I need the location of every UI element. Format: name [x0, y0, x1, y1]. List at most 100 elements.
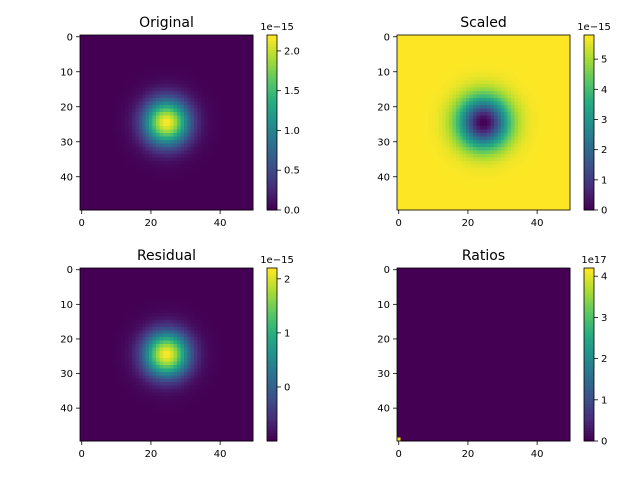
heatmap-cell [156, 161, 161, 166]
heatmap-cell [452, 52, 457, 57]
heatmap-cell [549, 84, 554, 89]
heatmap-cell [455, 38, 460, 43]
heatmap-cell [90, 73, 95, 78]
heatmap-cell [246, 84, 251, 89]
heatmap-cell [421, 143, 426, 148]
heatmap-cell [232, 94, 237, 99]
heatmap-cell [83, 63, 88, 68]
heatmap-cell [469, 94, 474, 99]
x-tick-label: 0 [79, 218, 85, 229]
heatmap-cell [448, 189, 453, 194]
heatmap-cell [114, 101, 119, 106]
heatmap-cell [80, 70, 85, 75]
heatmap-cell [459, 66, 464, 71]
heatmap-cell [417, 192, 422, 197]
heatmap-cell [249, 119, 254, 124]
heatmap-cell [166, 171, 171, 176]
heatmap-cell [486, 168, 492, 173]
heatmap-cell [531, 94, 536, 99]
heatmap-cell [466, 94, 471, 99]
heatmap-cell [163, 63, 168, 68]
heatmap-cell [504, 185, 509, 190]
heatmap-cell [149, 119, 154, 124]
heatmap-cell [452, 182, 457, 187]
heatmap-cell [97, 112, 102, 117]
heatmap-cell [128, 94, 133, 99]
heatmap-cell [556, 164, 561, 169]
heatmap-cell [169, 189, 175, 194]
heatmap-cell [514, 161, 519, 166]
heatmap-cell [135, 189, 140, 194]
heatmap-cell [507, 164, 512, 169]
heatmap-cell [452, 171, 457, 176]
heatmap-cell [528, 98, 533, 103]
heatmap-cell [500, 80, 505, 85]
heatmap-cell [531, 112, 536, 117]
heatmap-cell [190, 157, 195, 162]
heatmap-cell [431, 94, 436, 99]
heatmap-cell [493, 182, 498, 187]
heatmap-cell [514, 45, 519, 50]
heatmap-cell [142, 140, 147, 145]
heatmap-cell [194, 150, 199, 155]
heatmap-cell [166, 101, 171, 106]
heatmap-cell [493, 101, 498, 106]
heatmap-cell [518, 56, 523, 61]
heatmap-cell [514, 77, 519, 82]
heatmap-cell [80, 87, 85, 92]
heatmap-cell [438, 84, 443, 89]
heatmap-cell [131, 59, 136, 64]
heatmap-cell [118, 136, 123, 141]
heatmap-cell [504, 38, 509, 43]
heatmap-cell [80, 112, 85, 117]
heatmap-cell [493, 77, 498, 82]
heatmap-cell [118, 168, 123, 173]
heatmap-cell [114, 164, 119, 169]
heatmap-cell [556, 73, 561, 78]
heatmap-cell [486, 199, 492, 204]
heatmap-cell [80, 178, 85, 183]
heatmap-cell [218, 91, 223, 96]
heatmap-cell [566, 168, 571, 173]
heatmap-cell [180, 185, 185, 190]
heatmap-cell [466, 63, 471, 68]
heatmap-cell [228, 115, 233, 120]
heatmap-cell [183, 56, 188, 61]
heatmap-cell [428, 161, 433, 166]
heatmap-cell [218, 164, 223, 169]
heatmap-cell [197, 150, 202, 155]
heatmap-cell [445, 171, 450, 176]
heatmap-cell [538, 199, 543, 204]
heatmap-cell [514, 101, 519, 106]
heatmap-cell [497, 73, 502, 78]
heatmap-cell [403, 154, 408, 159]
heatmap-cell [400, 35, 405, 40]
heatmap-cell [111, 185, 116, 190]
heatmap-cell [538, 196, 543, 201]
heatmap-cell [118, 91, 123, 96]
heatmap-cell [232, 73, 237, 78]
heatmap-cell [86, 143, 91, 148]
heatmap-cell [194, 168, 199, 173]
heatmap-cell [100, 56, 105, 61]
heatmap-cell [538, 164, 543, 169]
heatmap-cell [235, 203, 240, 208]
heatmap-cell [249, 136, 254, 141]
heatmap-cell [507, 175, 512, 180]
heatmap-cell [476, 77, 481, 82]
heatmap-cell [118, 94, 123, 99]
heatmap-cell [466, 66, 471, 71]
heatmap-cell [221, 129, 226, 134]
heatmap-cell [183, 91, 188, 96]
heatmap-cell [118, 182, 123, 187]
heatmap-cell [424, 126, 429, 131]
heatmap-cell [93, 98, 98, 103]
heatmap-cell [197, 63, 202, 68]
heatmap-cell [448, 129, 453, 134]
heatmap-cell [232, 175, 237, 180]
heatmap-cell [397, 164, 402, 169]
heatmap-cell [410, 175, 415, 180]
heatmap-cell [435, 136, 440, 141]
heatmap-cell [187, 38, 192, 43]
heatmap-cell [104, 206, 109, 211]
